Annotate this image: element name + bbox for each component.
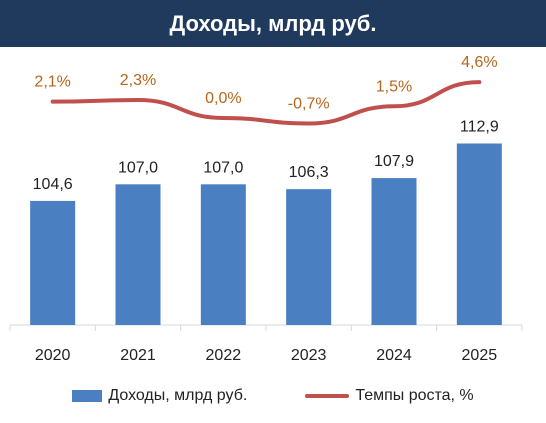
bar-2025 bbox=[456, 143, 502, 325]
bar-2021 bbox=[115, 184, 161, 325]
growth-label-2023: -0,7% bbox=[288, 95, 330, 112]
legend-line-swatch bbox=[305, 394, 350, 398]
growth-label-2025: 4,6% bbox=[461, 54, 497, 71]
bar-value-label-2023: 106,3 bbox=[289, 164, 329, 181]
legend-bar-swatch bbox=[72, 390, 103, 402]
chart-title: Доходы, млрд руб. bbox=[169, 10, 377, 36]
x-tick-label-2023: 2023 bbox=[291, 347, 327, 364]
chart-legend: Доходы, млрд руб. Темпы роста, % bbox=[0, 384, 546, 408]
bar-2024 bbox=[371, 178, 417, 325]
x-tick-label-2025: 2025 bbox=[462, 347, 498, 364]
bar-value-label-2020: 104,6 bbox=[33, 176, 73, 193]
x-tick-label-2020: 2020 bbox=[35, 347, 71, 364]
bar-2020 bbox=[30, 200, 76, 325]
legend-item-line: Темпы роста, % bbox=[305, 387, 474, 405]
legend-line-label: Темпы роста, % bbox=[355, 387, 474, 404]
legend-bars-label: Доходы, млрд руб. bbox=[108, 387, 248, 404]
growth-label-2021: 2,3% bbox=[120, 72, 156, 89]
x-tick-label-2021: 2021 bbox=[120, 347, 156, 364]
legend-item-bars: Доходы, млрд руб. bbox=[72, 387, 247, 405]
bar-2022 bbox=[200, 184, 246, 325]
chart-title-bar: Доходы, млрд руб. bbox=[0, 0, 546, 47]
x-tick-label-2022: 2022 bbox=[206, 347, 242, 364]
bar-value-label-2022: 107,0 bbox=[203, 159, 243, 176]
growth-label-2020: 2,1% bbox=[34, 74, 70, 91]
bar-value-label-2024: 107,9 bbox=[374, 153, 414, 170]
bar-value-label-2021: 107,0 bbox=[118, 159, 158, 176]
bar-value-label-2025: 112,9 bbox=[460, 118, 499, 135]
growth-label-2022: 0,0% bbox=[205, 90, 241, 107]
growth-label-2024: 1,5% bbox=[376, 78, 412, 95]
x-tick-label-2024: 2024 bbox=[376, 347, 412, 364]
bar-2023 bbox=[286, 189, 332, 325]
growth-rate-line bbox=[50, 80, 482, 126]
